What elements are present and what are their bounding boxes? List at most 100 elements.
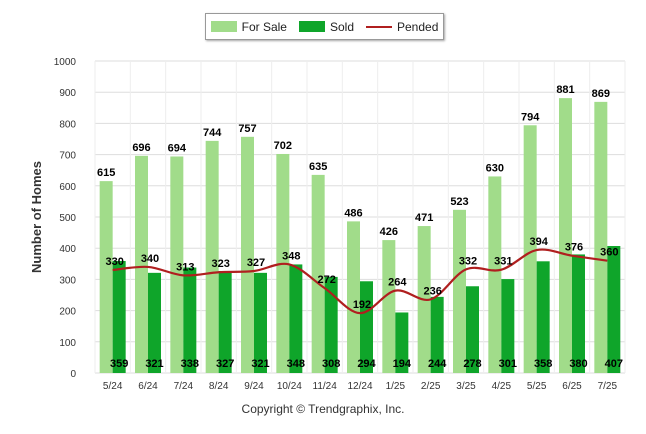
for-sale-swatch	[210, 21, 237, 32]
x-tick-label: 5/24	[103, 381, 123, 392]
x-tick-label: 7/25	[598, 381, 618, 392]
x-tick-label: 7/24	[174, 381, 194, 392]
y-tick-label: 100	[59, 338, 76, 349]
sold-bar	[218, 270, 232, 373]
legend-label-sold: Sold	[329, 19, 354, 34]
sold-value-label: 294	[357, 358, 376, 370]
pended-value-label: 272	[317, 274, 335, 286]
pended-series-line	[112, 248, 608, 315]
for-sale-bar	[347, 221, 360, 373]
for-sale-value-label: 702	[274, 140, 292, 152]
x-tick-label: 8/24	[209, 381, 229, 392]
x-tick-label: 6/24	[138, 381, 158, 392]
y-tick-label: 700	[59, 151, 76, 162]
x-tick-label: 6/25	[562, 381, 582, 392]
legend-label-pended: Pended	[397, 19, 439, 34]
pended-value-label: 348	[282, 250, 300, 262]
sold-bar	[360, 281, 373, 373]
pended-value-label: 394	[529, 236, 548, 248]
sold-value-label: 358	[534, 358, 552, 370]
sold-value-label: 380	[569, 358, 587, 370]
for-sale-bar	[523, 125, 537, 373]
y-tick-label: 300	[59, 275, 76, 286]
for-sale-bar	[488, 176, 502, 373]
sold-bar	[430, 296, 444, 373]
y-axis-ticks: 0 100 200 300 400 500 600 700 800 900 1000	[54, 57, 77, 380]
sold-value-label: 278	[463, 358, 481, 370]
sold-value-label: 327	[216, 358, 234, 370]
sold-value-label: 407	[605, 358, 623, 370]
legend-label-for-sale: For Sale	[241, 19, 287, 34]
for-sale-value-label: 794	[521, 111, 540, 123]
pended-value-label: 376	[565, 242, 583, 254]
x-tick-label: 10/24	[277, 381, 302, 392]
x-tick-label: 1/25	[386, 381, 406, 392]
for-sale-bar	[382, 240, 396, 373]
sold-value-label: 244	[428, 358, 447, 370]
pended-value-label: 192	[353, 299, 371, 311]
sold-value-label: 321	[145, 358, 163, 370]
y-axis-label: Number of Homes	[29, 161, 44, 273]
pended-line	[112, 248, 608, 315]
y-tick-label: 400	[59, 244, 76, 255]
legend-item-for-sale[interactable]: For Sale	[210, 19, 287, 34]
pended-value-label: 313	[176, 261, 194, 273]
y-tick-label: 500	[59, 213, 76, 224]
sold-value-label: 338	[181, 358, 199, 370]
for-sale-bar	[99, 181, 113, 373]
sold-bar	[254, 272, 267, 373]
sold-bar	[183, 267, 197, 373]
for-sale-value-label: 426	[380, 226, 398, 238]
for-sale-value-label: 486	[344, 207, 362, 219]
pended-value-label: 340	[141, 253, 159, 265]
for-sale-bar	[205, 140, 219, 373]
for-sale-bar	[170, 156, 184, 373]
sold-value-label: 348	[287, 358, 305, 370]
sold-bar	[324, 276, 338, 373]
for-sale-bar	[311, 174, 325, 373]
pended-value-label: 264	[388, 277, 407, 289]
pended-value-label: 332	[459, 255, 477, 267]
legend-item-pended[interactable]: Pended	[366, 20, 438, 34]
for-sale-value-label: 615	[97, 167, 115, 179]
for-sale-value-label: 869	[592, 88, 610, 100]
y-tick-label: 800	[59, 119, 76, 130]
x-tick-label: 5/25	[527, 381, 547, 392]
sold-bar	[148, 272, 161, 373]
sold-bar	[572, 254, 585, 373]
sold-swatch	[298, 21, 325, 32]
legend-item-sold[interactable]: Sold	[298, 19, 354, 34]
sold-value-label: 194	[393, 358, 412, 370]
x-axis-ticks: 5/24 6/24 7/24 8/24 9/24 10/24 11/24 12/24 1/25 2…	[103, 381, 618, 392]
data-labels: 615 359 696 321 694 338 744 327 757 321 702 348 635 3…	[97, 84, 623, 370]
for-sale-bar	[453, 209, 466, 373]
for-sale-value-label: 635	[309, 161, 327, 173]
x-tick-label: 4/25	[492, 381, 512, 392]
for-sale-value-label: 696	[132, 142, 150, 154]
sold-bar	[395, 312, 409, 373]
for-sale-value-label: 471	[415, 212, 433, 224]
for-sale-value-label: 523	[450, 196, 468, 208]
for-sale-value-label: 881	[556, 84, 574, 96]
for-sale-value-label: 694	[168, 142, 187, 154]
sold-value-label: 359	[110, 358, 128, 370]
y-tick-label: 600	[59, 182, 76, 193]
sold-bar	[112, 260, 126, 373]
y-tick-label: 900	[59, 88, 76, 99]
pended-value-label: 236	[423, 285, 441, 297]
chart-legend: For Sale Sold Pended	[205, 13, 444, 40]
y-tick-label: 0	[70, 369, 76, 380]
sold-bar	[607, 246, 621, 373]
pended-value-label: 360	[600, 247, 618, 259]
y-tick-label: 200	[59, 307, 76, 318]
for-sale-bar	[594, 101, 608, 373]
homes-chart: 0 100 200 300 400 500 600 700 800 900 1000 615 359 6…	[29, 57, 626, 392]
for-sale-bar	[559, 98, 572, 374]
y-tick-label: 1000	[54, 57, 77, 68]
pended-value-label: 331	[494, 256, 512, 268]
copyright-text: Copyright © Trendgraphix, Inc.	[241, 402, 405, 416]
sold-bar	[536, 261, 550, 373]
sold-value-label: 321	[251, 358, 269, 370]
pended-value-label: 327	[247, 257, 265, 269]
x-tick-label: 9/24	[244, 381, 264, 392]
